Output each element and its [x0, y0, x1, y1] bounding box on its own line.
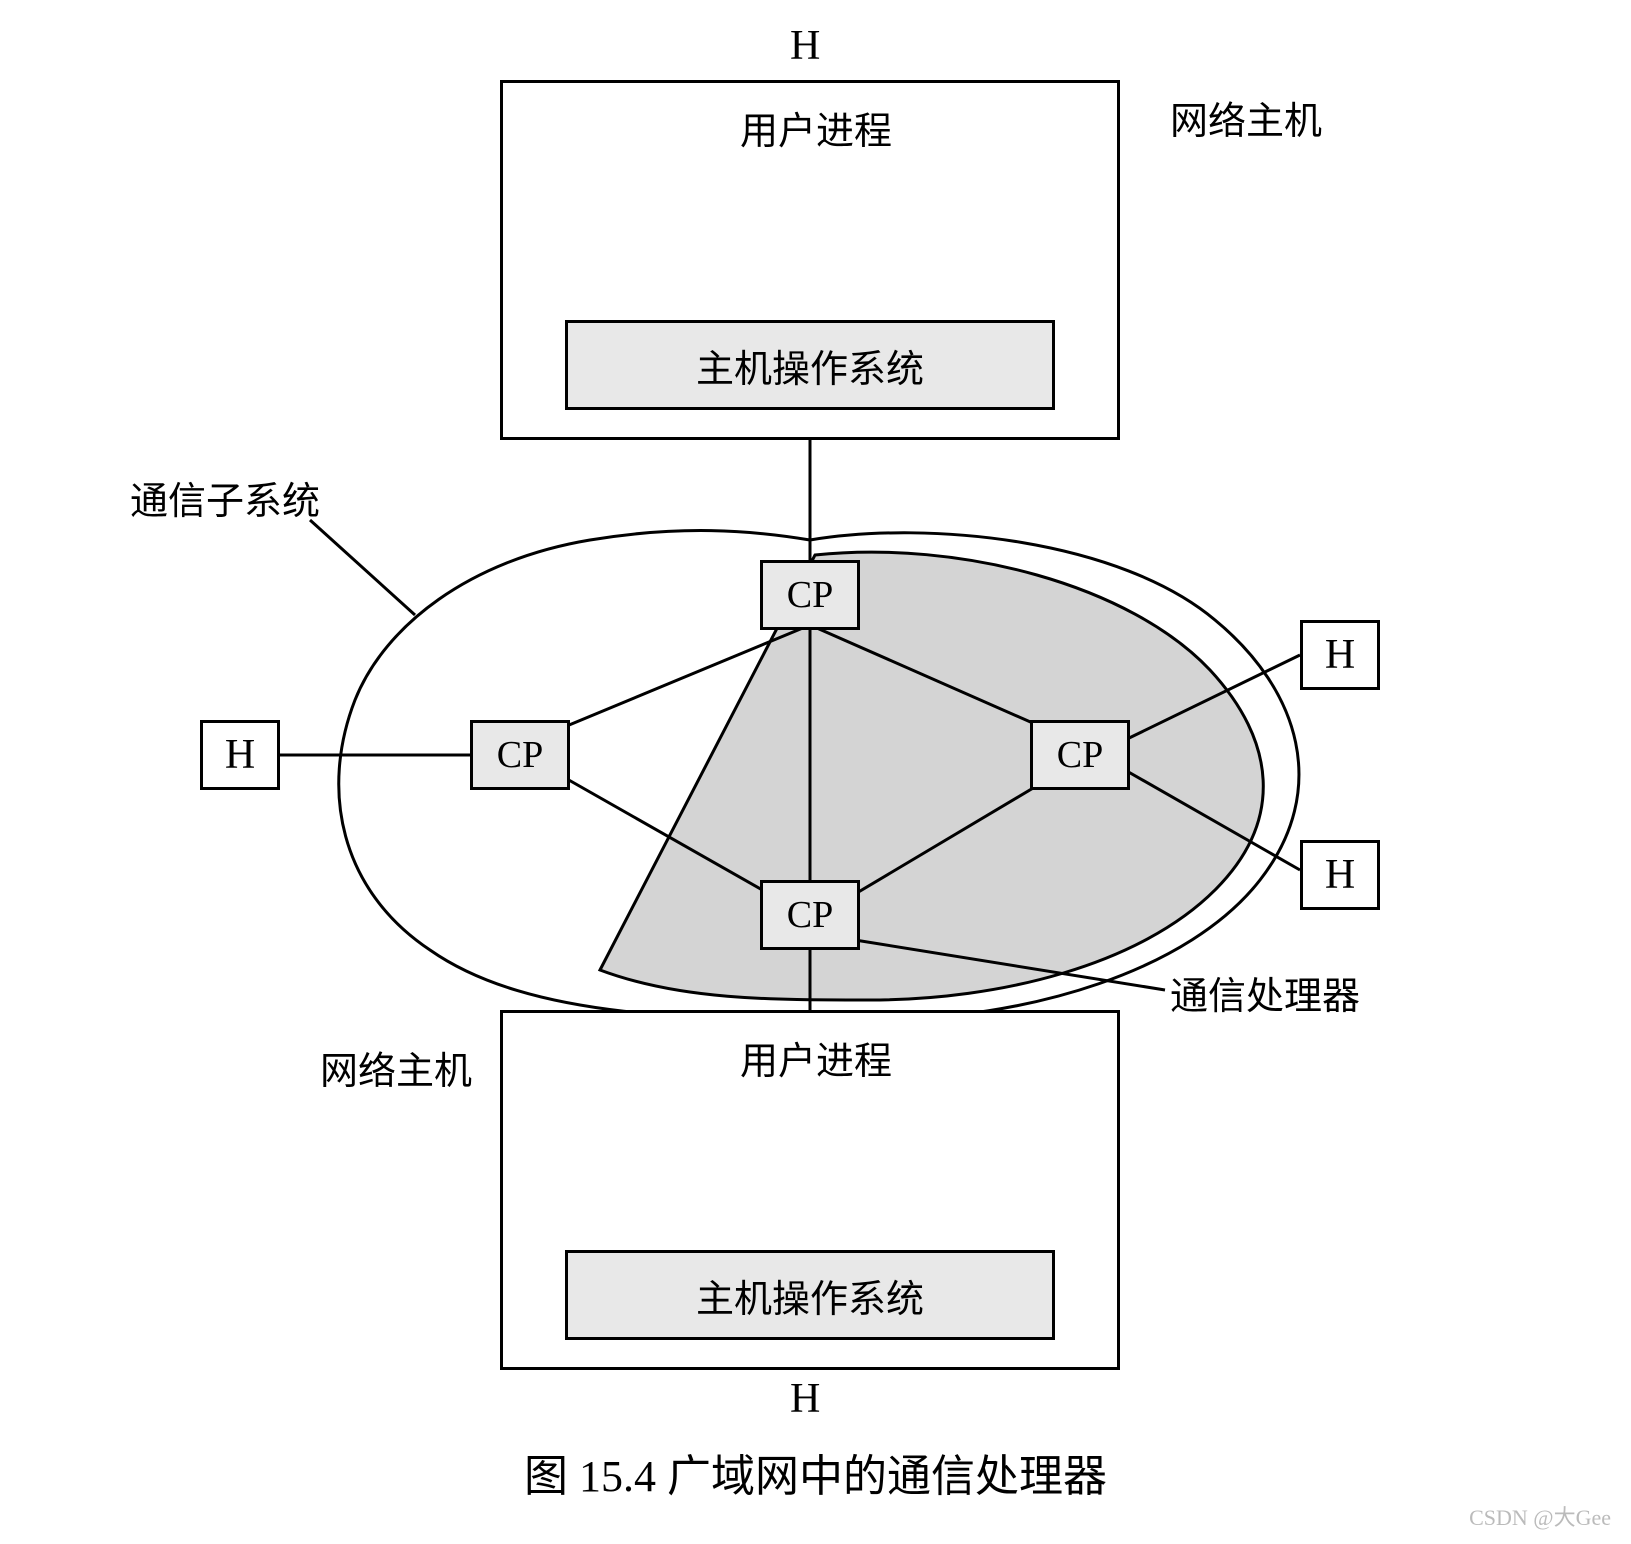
edge-cpT-cpR: [810, 625, 1060, 735]
leader-comm-subsystem: [310, 520, 415, 615]
cp-label: CP: [787, 893, 833, 937]
cp-label: CP: [497, 733, 543, 777]
os-label-top: 主机操作系统: [696, 338, 924, 393]
subsystem-inner-blob: [600, 552, 1263, 1000]
os-box-top: 主机操作系统: [565, 320, 1055, 410]
edge-cpT-cpL: [545, 625, 810, 735]
net-host-label-bottom: 网络主机: [320, 1040, 472, 1095]
edge-cpL-cpB: [560, 775, 780, 900]
edge-cpR-hRB: [1125, 770, 1300, 870]
user-process-label-bottom: 用户进程: [740, 1030, 892, 1085]
os-label-bottom: 主机操作系统: [696, 1268, 924, 1323]
h-node-left: H: [200, 720, 280, 790]
h-node-right-top: H: [1300, 620, 1380, 690]
user-process-label-top: 用户进程: [740, 100, 892, 155]
h-node-right-bottom: H: [1300, 840, 1380, 910]
cp-node-top: CP: [760, 560, 860, 630]
os-box-bottom: 主机操作系统: [565, 1250, 1055, 1340]
h-label: H: [225, 731, 255, 779]
h-letter-bottom: H: [790, 1375, 820, 1423]
cp-label: CP: [1057, 733, 1103, 777]
diagram-canvas: 用户进程 主机操作系统 用户进程 主机操作系统 CP CP CP CP H H …: [0, 0, 1631, 1544]
h-letter-top: H: [790, 22, 820, 70]
edge-cpR-cpB: [845, 775, 1055, 900]
h-label: H: [1325, 851, 1355, 899]
watermark: CSDN @大Gee: [1469, 1500, 1611, 1532]
net-host-label-top: 网络主机: [1170, 90, 1322, 145]
edge-cpR-hRT: [1125, 655, 1300, 740]
figure-caption: 图 15.4 广域网中的通信处理器: [0, 1440, 1631, 1504]
cp-node-left: CP: [470, 720, 570, 790]
comm-subsystem-label: 通信子系统: [130, 470, 320, 525]
h-label: H: [1325, 631, 1355, 679]
cp-node-right: CP: [1030, 720, 1130, 790]
cp-node-bottom: CP: [760, 880, 860, 950]
leader-comm-proc: [855, 940, 1165, 990]
comm-proc-label: 通信处理器: [1170, 965, 1360, 1020]
cp-label: CP: [787, 573, 833, 617]
